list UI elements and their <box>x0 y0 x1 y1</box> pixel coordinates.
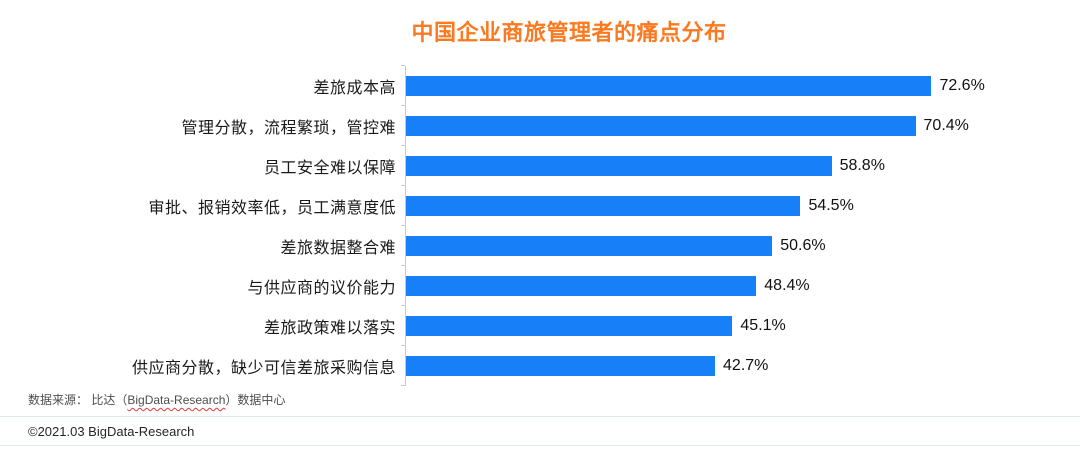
value-label: 70.4% <box>923 117 969 134</box>
bar-track: 72.6% <box>401 65 985 106</box>
chart-row: 与供应商的议价能力 48.4% <box>0 265 1080 306</box>
category-label: 审批、报销效率低，员工满意度低 <box>148 200 396 217</box>
report-page: 中国企业商旅管理者的痛点分布 差旅成本高 72.6% 管理分散，流程繁琐，管控难 70… <box>0 19 1080 468</box>
copyright-text: ©2021.03 BigData-Research <box>28 423 195 439</box>
value-label: 54.5% <box>808 197 854 214</box>
divider-line <box>0 416 1080 417</box>
bar-track: 58.8% <box>401 145 985 186</box>
bar-track: 42.7% <box>401 345 985 386</box>
category-label: 员工安全难以保障 <box>263 160 396 177</box>
value-label: 45.1% <box>740 317 786 334</box>
value-label: 48.4% <box>764 277 810 294</box>
value-label: 72.6% <box>939 77 985 94</box>
data-source-suffix: ）数据中心 <box>225 393 286 407</box>
bar <box>406 356 716 376</box>
bar <box>406 196 801 216</box>
bar-chart: 差旅成本高 72.6% 管理分散，流程繁琐，管控难 70.4% 员工安全难以保障 58.8… <box>0 65 1080 386</box>
chart-row: 差旅成本高 72.6% <box>0 65 1080 106</box>
category-label: 差旅数据整合难 <box>280 240 396 257</box>
value-label: 58.8% <box>839 157 885 174</box>
category-label: 差旅政策难以落实 <box>263 320 396 337</box>
bar <box>406 316 733 336</box>
chart-row: 供应商分散，缺少可信差旅采购信息 42.7% <box>0 345 1080 386</box>
category-label: 差旅成本高 <box>313 80 396 97</box>
chart-row: 差旅政策难以落实 45.1% <box>0 305 1080 346</box>
bar-track: 50.6% <box>401 225 985 266</box>
data-source-prefix: 数据来源： 比达（ <box>28 393 128 407</box>
chart-title: 中国企业商旅管理者的痛点分布 <box>411 20 727 45</box>
category-label: 供应商分散，缺少可信差旅采购信息 <box>131 360 396 377</box>
data-source-line: 数据来源： 比达（BigData-Research）数据中心 <box>0 392 1080 409</box>
category-label: 管理分散，流程繁琐，管控难 <box>181 120 396 137</box>
bar <box>406 76 932 96</box>
data-source-brand: BigData-Research <box>127 393 226 407</box>
category-label: 与供应商的议价能力 <box>247 280 396 297</box>
bar-track: 45.1% <box>401 305 985 346</box>
value-label: 42.7% <box>723 357 769 374</box>
chart-row: 审批、报销效率低，员工满意度低 54.5% <box>0 185 1080 226</box>
bar-track: 48.4% <box>401 265 985 306</box>
chart-rows: 差旅成本高 72.6% 管理分散，流程繁琐，管控难 70.4% 员工安全难以保障 58.8… <box>0 65 1080 386</box>
bar <box>406 276 757 296</box>
chart-row: 员工安全难以保障 58.8% <box>0 145 1080 186</box>
bar <box>406 236 773 256</box>
copyright-row: ©2021.03 BigData-Research <box>0 417 1080 446</box>
value-label: 50.6% <box>780 237 826 254</box>
chart-row: 管理分散，流程繁琐，管控难 70.4% <box>0 105 1080 146</box>
bar-track: 54.5% <box>401 185 985 226</box>
bar <box>406 116 916 136</box>
bar <box>406 156 832 176</box>
chart-row: 差旅数据整合难 50.6% <box>0 225 1080 266</box>
bar-track: 70.4% <box>401 105 985 146</box>
